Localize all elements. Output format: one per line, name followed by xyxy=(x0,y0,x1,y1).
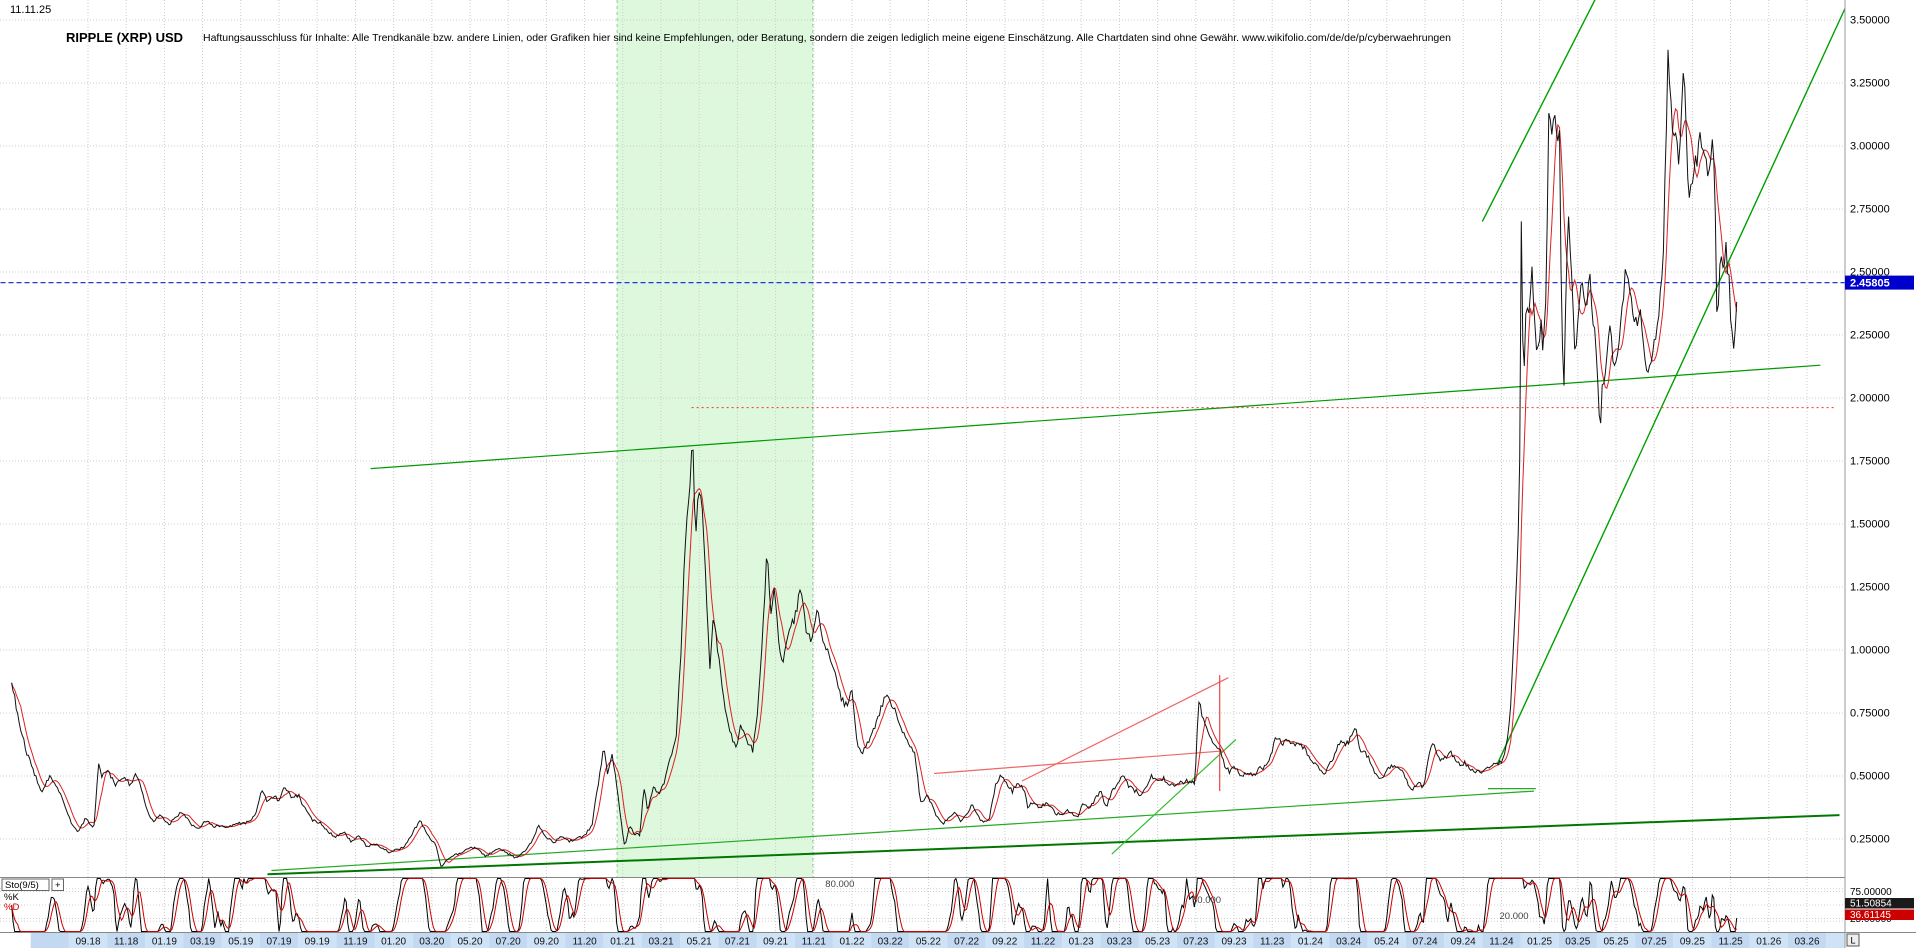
price-axis-label: 2.50000 xyxy=(1850,267,1890,279)
price-axis-label: 2.25000 xyxy=(1850,330,1890,342)
x-axis-label: 07.21 xyxy=(725,937,750,948)
stoch-level-annotation: 80.000 xyxy=(825,879,854,890)
x-axis-label: 03.19 xyxy=(190,937,215,948)
svg-text:36.61145: 36.61145 xyxy=(1850,910,1891,921)
x-axis-label: 01.21 xyxy=(610,937,635,948)
x-axis-label: 03.20 xyxy=(419,937,444,948)
x-axis-label: 03.22 xyxy=(878,937,903,948)
stoch-k-value-badge: 51.50854 xyxy=(1845,898,1914,910)
trend-line[interactable] xyxy=(1021,677,1229,782)
price-axis-label: 0.25000 xyxy=(1850,834,1890,846)
x-axis-label: 11.18 xyxy=(114,937,139,948)
stoch-level-annotation: 20.000 xyxy=(1500,911,1529,922)
x-axis-label: 07.25 xyxy=(1642,937,1667,948)
add-indicator-label: + xyxy=(55,880,61,891)
x-axis-label: 03.26 xyxy=(1794,937,1819,948)
stoch-k-line xyxy=(11,878,1738,932)
x-axis-label: 11.19 xyxy=(343,937,368,948)
x-axis-label: 09.20 xyxy=(534,937,559,948)
current-price-badge: 2.45805 xyxy=(1845,275,1914,290)
x-axis-label: 01.22 xyxy=(839,937,864,948)
stoch-axis-label: 75.00000 xyxy=(1850,887,1892,898)
x-axis-label: 05.21 xyxy=(687,937,712,948)
x-axis-label: 05.20 xyxy=(457,937,482,948)
chart-title: RIPPLE (XRP) USD xyxy=(66,30,183,45)
last-date-label: 11.11.25 xyxy=(10,4,51,16)
x-axis-label: 03.24 xyxy=(1336,937,1361,948)
price-axis-label: 3.50000 xyxy=(1850,15,1890,27)
x-axis-label: 07.24 xyxy=(1412,937,1437,948)
stoch-d-value-badge: 36.61145 xyxy=(1845,909,1914,921)
ma-line xyxy=(11,107,1738,863)
corner-l-button[interactable]: L xyxy=(1846,933,1860,947)
x-axis-label: 11.24 xyxy=(1489,937,1514,948)
x-axis-label: 03.25 xyxy=(1565,937,1590,948)
x-axis-label: 09.24 xyxy=(1451,937,1476,948)
corner-l-label: L xyxy=(1850,936,1855,946)
x-axis-label: 05.19 xyxy=(228,937,253,948)
x-axis-label: 09.22 xyxy=(992,937,1017,948)
x-axis-label: 03.21 xyxy=(648,937,673,948)
trend-line[interactable] xyxy=(1496,0,1849,764)
x-axis-label: 09.23 xyxy=(1221,937,1246,948)
price-axis-label: 1.25000 xyxy=(1850,582,1890,594)
x-axis-label: 01.24 xyxy=(1298,937,1323,948)
x-axis-label: 05.24 xyxy=(1374,937,1399,948)
x-axis-label: 07.23 xyxy=(1183,937,1208,948)
chart-grid xyxy=(0,0,1845,932)
indicator-button[interactable]: Sto(9/5) xyxy=(1,878,50,891)
x-axis-label: 09.25 xyxy=(1680,937,1705,948)
trend-line[interactable] xyxy=(370,364,1821,470)
x-axis-label: 11.20 xyxy=(572,937,597,948)
trend-line[interactable] xyxy=(934,750,1225,775)
x-axis-label: 09.19 xyxy=(305,937,330,948)
x-axis-label: 11.21 xyxy=(802,937,827,948)
price-series-line xyxy=(11,49,1738,867)
x-axis-label: 11.22 xyxy=(1031,937,1056,948)
svg-text:51.50854: 51.50854 xyxy=(1850,899,1892,910)
x-axis-label: 03.23 xyxy=(1107,937,1132,948)
price-axis-label: 1.50000 xyxy=(1850,519,1890,531)
x-axis-label: 11.23 xyxy=(1260,937,1285,948)
x-axis-label: 07.22 xyxy=(954,937,979,948)
x-axis-label: 01.20 xyxy=(381,937,406,948)
date-axis-band xyxy=(30,933,1845,948)
trend-line[interactable] xyxy=(1111,739,1237,855)
x-axis-label: 01.25 xyxy=(1527,937,1552,948)
price-axis-label: 2.75000 xyxy=(1850,204,1890,216)
add-indicator-button[interactable]: + xyxy=(51,878,64,891)
x-axis-label: 07.19 xyxy=(266,937,291,948)
svg-text:2.45805: 2.45805 xyxy=(1850,278,1890,290)
disclaimer-text: Haftungsausschluss für Inhalte: Alle Tre… xyxy=(203,32,1451,44)
x-axis-label: 01.26 xyxy=(1756,937,1781,948)
price-axis-label: 3.25000 xyxy=(1850,78,1890,90)
x-axis-label: 05.22 xyxy=(916,937,941,948)
trend-line[interactable] xyxy=(1481,0,1596,222)
indicator-label: Sto(9/5) xyxy=(5,880,39,891)
price-axis-label: 2.00000 xyxy=(1850,393,1890,405)
x-axis-label: 01.23 xyxy=(1069,937,1094,948)
price-axis-label: 3.00000 xyxy=(1850,141,1890,153)
x-axis-label: 07.20 xyxy=(496,937,521,948)
x-axis-label: 05.25 xyxy=(1603,937,1628,948)
x-axis-label: 09.18 xyxy=(75,937,100,948)
highlight-band xyxy=(617,0,813,877)
x-axis-label: 09.21 xyxy=(763,937,788,948)
trend-line[interactable] xyxy=(271,790,1534,872)
x-axis-label: 01.19 xyxy=(152,937,177,948)
stoch-level-annotation: 50.000 xyxy=(1192,895,1221,906)
stoch-d-label: %D xyxy=(4,902,19,913)
x-axis-label: 05.23 xyxy=(1145,937,1170,948)
trend-line[interactable] xyxy=(267,814,1840,876)
price-axis-label: 1.75000 xyxy=(1850,456,1890,468)
price-axis-label: 0.75000 xyxy=(1850,708,1890,720)
price-axis-label: 1.00000 xyxy=(1850,645,1890,657)
stoch-d-line xyxy=(11,878,1738,932)
stoch-k-label: %K xyxy=(4,892,19,903)
price-axis-label: 0.50000 xyxy=(1850,771,1890,783)
x-axis-label: 11.25 xyxy=(1718,937,1743,948)
